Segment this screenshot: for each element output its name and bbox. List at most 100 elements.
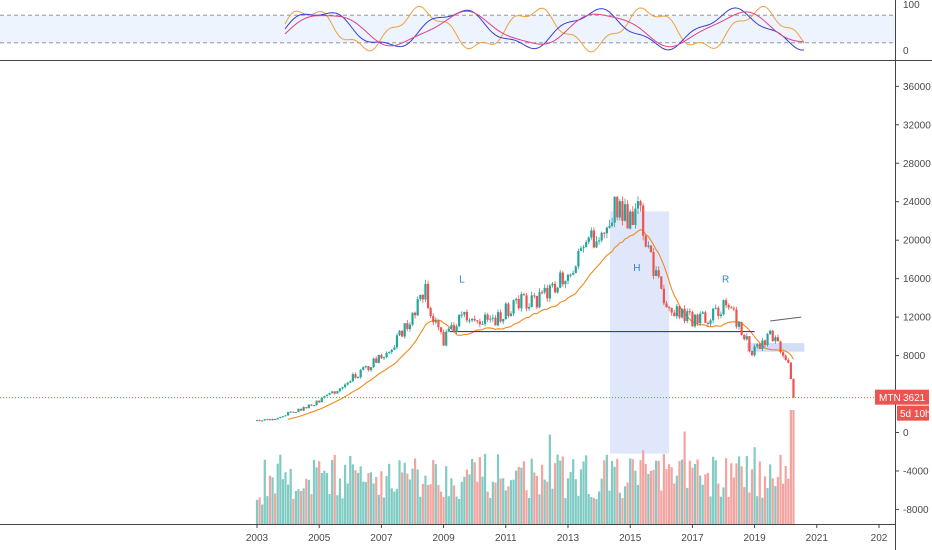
candle-body[interactable] bbox=[276, 418, 279, 420]
candle-body[interactable] bbox=[559, 272, 562, 288]
candle-body[interactable] bbox=[426, 283, 430, 308]
candle-body[interactable] bbox=[421, 294, 424, 300]
candle-body[interactable] bbox=[424, 283, 427, 300]
candle-body[interactable] bbox=[592, 230, 596, 248]
candle-body[interactable] bbox=[678, 306, 681, 318]
candle-body[interactable] bbox=[763, 340, 767, 345]
candle-body[interactable] bbox=[572, 273, 575, 275]
candle-body[interactable] bbox=[385, 352, 388, 358]
candle-body[interactable] bbox=[442, 331, 445, 346]
candle-body[interactable] bbox=[642, 205, 645, 236]
candle-body[interactable] bbox=[364, 366, 367, 368]
candle-body[interactable] bbox=[349, 381, 352, 383]
candle-body[interactable] bbox=[756, 344, 759, 347]
candle-body[interactable] bbox=[341, 387, 344, 389]
candle-body[interactable] bbox=[382, 357, 386, 359]
candle-body[interactable] bbox=[494, 317, 497, 326]
candle-body[interactable] bbox=[287, 412, 290, 416]
candle-body[interactable] bbox=[538, 292, 541, 308]
candle-body[interactable] bbox=[608, 225, 611, 228]
candle-body[interactable] bbox=[333, 391, 336, 394]
candle-body[interactable] bbox=[652, 251, 655, 276]
candle-body[interactable] bbox=[758, 344, 761, 349]
candle-body[interactable] bbox=[271, 419, 274, 421]
candle-body[interactable] bbox=[743, 334, 746, 340]
candle-body[interactable] bbox=[468, 320, 471, 322]
candle-body[interactable] bbox=[732, 308, 735, 310]
candle-body[interactable] bbox=[553, 283, 557, 293]
candle-body[interactable] bbox=[774, 337, 777, 342]
candle-body[interactable] bbox=[636, 201, 640, 209]
price-pane[interactable] bbox=[0, 195, 895, 524]
candle-body[interactable] bbox=[520, 294, 523, 309]
candle-body[interactable] bbox=[613, 196, 616, 223]
candle-body[interactable] bbox=[455, 326, 458, 332]
candle-body[interactable] bbox=[634, 208, 637, 225]
candle-body[interactable] bbox=[644, 235, 647, 247]
candle-body[interactable] bbox=[411, 312, 414, 325]
candle-body[interactable] bbox=[294, 412, 297, 414]
candle-body[interactable] bbox=[639, 201, 642, 206]
candle-body[interactable] bbox=[297, 408, 300, 413]
candle-body[interactable] bbox=[525, 295, 528, 309]
candle-body[interactable] bbox=[377, 354, 380, 363]
candle-body[interactable] bbox=[540, 292, 544, 294]
last-price-badge[interactable]: MTN 3621 bbox=[875, 389, 929, 405]
candle-body[interactable] bbox=[403, 323, 406, 337]
candle-body[interactable] bbox=[582, 247, 585, 249]
candle-body[interactable] bbox=[587, 237, 590, 243]
candle-body[interactable] bbox=[338, 388, 342, 392]
candle-body[interactable] bbox=[445, 331, 448, 346]
candle-body[interactable] bbox=[476, 320, 479, 322]
candle-body[interactable] bbox=[325, 394, 329, 397]
candle-body[interactable] bbox=[393, 347, 396, 350]
candle-body[interactable] bbox=[255, 420, 259, 422]
candle-body[interactable] bbox=[359, 369, 362, 378]
candle-body[interactable] bbox=[618, 201, 621, 218]
candle-body[interactable] bbox=[585, 242, 588, 248]
candle-body[interactable] bbox=[307, 404, 310, 409]
candle-body[interactable] bbox=[771, 330, 774, 342]
candle-body[interactable] bbox=[598, 240, 601, 242]
candle-body[interactable] bbox=[369, 367, 373, 371]
candle-body[interactable] bbox=[667, 307, 671, 309]
candle-body[interactable] bbox=[696, 314, 699, 324]
candle-body[interactable] bbox=[320, 397, 323, 403]
candle-body[interactable] bbox=[717, 307, 720, 316]
candle-body[interactable] bbox=[328, 393, 331, 395]
candle-body[interactable] bbox=[346, 382, 349, 385]
candle-body[interactable] bbox=[401, 330, 404, 337]
candle-body[interactable] bbox=[331, 391, 334, 394]
candle-body[interactable] bbox=[471, 318, 474, 321]
candle-body[interactable] bbox=[649, 245, 653, 252]
candle-body[interactable] bbox=[268, 419, 272, 421]
candle-body[interactable] bbox=[496, 312, 500, 326]
candle-body[interactable] bbox=[483, 314, 487, 324]
candle-body[interactable] bbox=[629, 211, 632, 229]
candle-body[interactable] bbox=[522, 294, 526, 296]
candle-body[interactable] bbox=[595, 241, 598, 248]
candle-body[interactable] bbox=[688, 311, 691, 313]
candle-body[interactable] bbox=[486, 314, 489, 320]
candle-body[interactable] bbox=[548, 285, 551, 299]
candle-body[interactable] bbox=[481, 323, 484, 325]
candle-body[interactable] bbox=[750, 351, 754, 356]
candle-body[interactable] bbox=[574, 266, 577, 274]
candle-body[interactable] bbox=[724, 300, 728, 306]
candle-body[interactable] bbox=[491, 317, 494, 319]
candle-body[interactable] bbox=[279, 417, 282, 419]
candle-body[interactable] bbox=[657, 270, 660, 277]
candle-body[interactable] bbox=[354, 374, 357, 378]
candle-body[interactable] bbox=[655, 270, 658, 276]
candle-body[interactable] bbox=[662, 288, 665, 304]
candle-body[interactable] bbox=[712, 308, 715, 321]
candle-body[interactable] bbox=[600, 232, 603, 241]
candle-body[interactable] bbox=[577, 250, 580, 267]
candle-body[interactable] bbox=[603, 232, 606, 234]
candle-body[interactable] bbox=[530, 295, 533, 307]
candle-body[interactable] bbox=[312, 405, 316, 407]
candle-body[interactable] bbox=[761, 340, 764, 349]
candle-body[interactable] bbox=[489, 318, 492, 320]
candle-body[interactable] bbox=[745, 336, 748, 340]
